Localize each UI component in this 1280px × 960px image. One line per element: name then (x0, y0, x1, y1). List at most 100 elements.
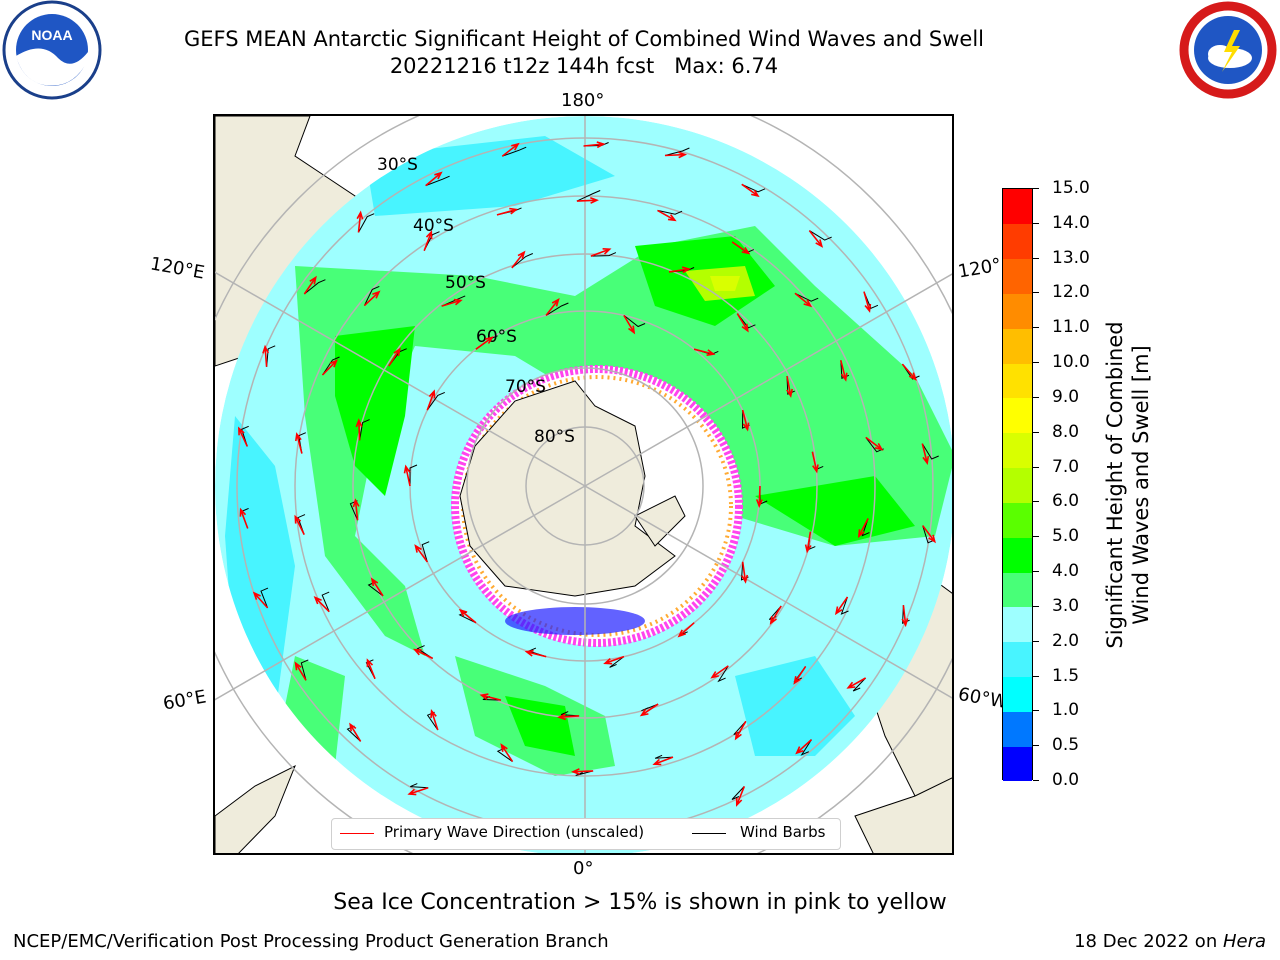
wave-arrow (583, 141, 606, 149)
colorbar-tick (1033, 780, 1039, 781)
colorbar-segment (1003, 189, 1032, 225)
wave-arrow (321, 359, 338, 376)
wave-arrow (407, 786, 429, 796)
wave-arrow (639, 703, 659, 717)
colorbar-tick (1033, 640, 1039, 642)
colorbar-tick (1033, 745, 1039, 747)
footer-host: Hera (1222, 931, 1266, 952)
wave-arrow (352, 498, 360, 521)
wind-barb (800, 739, 812, 756)
wind-barb (861, 518, 870, 537)
wave-arrow (458, 608, 477, 624)
wind-barb (609, 656, 625, 668)
wave-arrow (557, 713, 580, 721)
colorbar-tick-label: 15.0 (1052, 178, 1090, 198)
wave-arrow (741, 561, 749, 584)
wave-arrow (238, 426, 249, 447)
wave-arrow (496, 207, 519, 216)
wind-barb (304, 279, 326, 295)
colorbar-title-line2: Wind Waves and Swell [m] (1129, 345, 1153, 625)
colorbar-tick-label: 9.0 (1052, 386, 1080, 407)
wind-barb (410, 783, 429, 789)
wave-arrow (857, 518, 869, 539)
wind-barb (852, 677, 866, 692)
wave-region-3to4 (295, 226, 952, 656)
colorbar-tick-label: 11.0 (1052, 317, 1090, 338)
colorbar-tick (1033, 292, 1039, 294)
wind-barb (426, 391, 445, 411)
wind-barb (421, 541, 430, 563)
colorbar-tick (1033, 501, 1039, 503)
colorbar (1002, 188, 1033, 782)
wave-arrow (840, 360, 848, 382)
wave-arrow (475, 336, 494, 350)
colorbar-tick-label: 1.5 (1052, 665, 1080, 686)
wave-arrow (793, 665, 807, 685)
colorbar-segment (1003, 328, 1032, 364)
legend-wave-swatch (340, 833, 374, 834)
wave-arrow (795, 739, 813, 755)
wave-arrow (623, 314, 636, 335)
colorbar-tick-label: 3.0 (1052, 595, 1080, 616)
colorbar-segment (1003, 363, 1032, 399)
wave-arrow (590, 248, 612, 257)
wind-barb (921, 443, 939, 460)
wave-arrow (755, 485, 763, 509)
wave-arrows (238, 141, 936, 807)
wave-arrow (303, 275, 317, 295)
wind-barb (511, 253, 533, 269)
meridian-line (584, 485, 952, 699)
wave-arrow (811, 451, 819, 474)
wind-barb (358, 213, 375, 233)
colorbar-tick-label: 14.0 (1052, 212, 1090, 233)
wave-arrow (403, 464, 411, 487)
colorbar-tick (1033, 675, 1039, 677)
wave-arrow (388, 347, 401, 367)
colorbar-tick (1033, 188, 1039, 189)
colorbar-segment (1003, 676, 1032, 712)
lon-label-lower-left: 60°E (161, 686, 208, 715)
lon-label-top: 180° (561, 90, 605, 111)
svg-text:NOAA: NOAA (31, 27, 72, 43)
legend-barb-swatch (692, 833, 726, 834)
meridian-line (215, 485, 586, 701)
antarctica (451, 365, 743, 647)
wave-arrow (524, 649, 547, 658)
wave-arrow (664, 151, 688, 159)
wave-arrow (426, 389, 436, 411)
wind-barb (717, 665, 729, 683)
wave-arrow (295, 432, 303, 454)
wave-arrow (545, 297, 560, 316)
wave-arrow (846, 677, 866, 689)
colorbar-tick (1033, 222, 1039, 224)
colorbar-tick (1033, 605, 1039, 607)
map-legend: Primary Wave Direction (unscaled) Wind B… (331, 818, 841, 850)
wave-arrow (901, 605, 909, 628)
wave-arrow (370, 577, 384, 597)
wave-arrow (414, 544, 428, 563)
colorbar-tick (1033, 257, 1039, 259)
wave-arrow (425, 171, 443, 187)
wave-arrow (479, 693, 502, 701)
colorbar-tick-label: 2.0 (1052, 630, 1080, 651)
wave-arrow (313, 596, 330, 613)
wind-barb (321, 591, 330, 612)
colorbar-tick (1033, 571, 1039, 573)
wind-barb (731, 786, 745, 800)
wave-arrow (652, 756, 674, 766)
colorbar-tick-label: 0.5 (1052, 735, 1080, 756)
legend-barb-label: Wind Barbs (740, 823, 826, 841)
wave-arrow (262, 344, 270, 367)
wind-barb (623, 315, 646, 328)
wave-arrow (865, 436, 884, 451)
wave-arrow (668, 266, 691, 274)
wind-barb (809, 230, 832, 241)
lon-label-bottom: 0° (573, 858, 594, 879)
graticule (215, 116, 952, 853)
wave-arrow (834, 596, 849, 616)
wind-barb (840, 596, 849, 615)
wave-arrow (794, 292, 813, 308)
sea-ice-note: Sea Ice Concentration > 15% is shown in … (333, 890, 947, 915)
lat-label-30s: 30°S (377, 155, 418, 175)
wave-arrow (355, 418, 363, 441)
